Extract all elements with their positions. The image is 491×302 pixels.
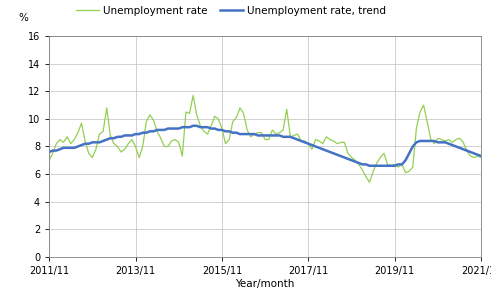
Unemployment rate: [129, 138, 135, 141]
Legend: Unemployment rate, Unemployment rate, trend: Unemployment rate, Unemployment rate, tr…: [76, 6, 386, 16]
X-axis label: Year/month: Year/month: [236, 278, 295, 288]
Unemployment rate: [190, 94, 196, 97]
Unemployment rate, trend: [244, 132, 250, 136]
Text: %: %: [19, 13, 29, 23]
Line: Unemployment rate: Unemployment rate: [49, 95, 491, 182]
Unemployment rate: [50, 152, 55, 155]
Unemployment rate, trend: [489, 159, 491, 162]
Unemployment rate, trend: [305, 142, 311, 146]
Unemployment rate: [489, 172, 491, 176]
Unemployment rate: [244, 128, 250, 132]
Unemployment rate, trend: [75, 145, 81, 148]
Unemployment rate: [75, 131, 81, 134]
Unemployment rate, trend: [129, 133, 135, 137]
Unemployment rate: [305, 142, 311, 146]
Unemployment rate, trend: [190, 124, 196, 128]
Unemployment rate, trend: [46, 150, 52, 154]
Line: Unemployment rate, trend: Unemployment rate, trend: [49, 126, 491, 166]
Unemployment rate: [176, 140, 182, 144]
Unemployment rate: [46, 159, 52, 162]
Unemployment rate, trend: [367, 164, 373, 168]
Unemployment rate: [367, 181, 373, 184]
Unemployment rate, trend: [50, 149, 55, 153]
Unemployment rate, trend: [176, 127, 182, 130]
